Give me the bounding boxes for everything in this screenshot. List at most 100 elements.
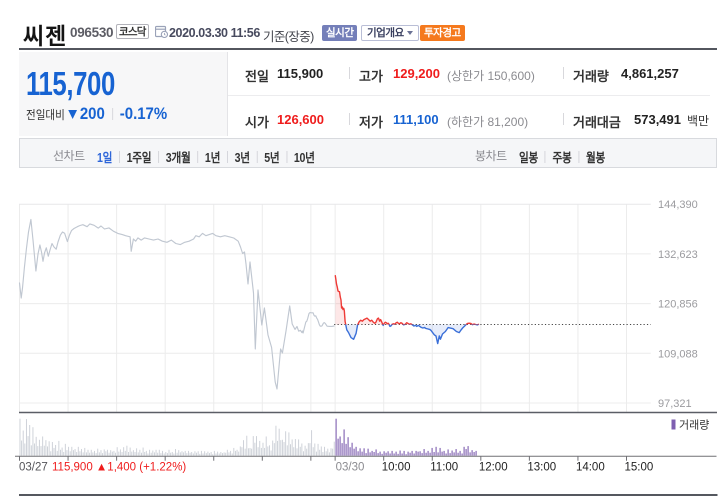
volume-bar (425, 452, 427, 456)
company-overview-label: 기업개요 (367, 27, 404, 39)
volume-bar (439, 447, 441, 456)
tab-line-10년[interactable]: 10년 (293, 151, 315, 165)
volume-bar-prev (61, 447, 63, 456)
volume-bar-prev (132, 450, 134, 456)
volume-bar-prev (71, 446, 73, 456)
volume-bar-prev (312, 447, 314, 456)
volume-bar-prev (173, 453, 175, 456)
volume-bar-prev (163, 453, 165, 456)
volume-bar (451, 450, 453, 456)
price-chart[interactable]: 144,390 132,623 120,856 109,088 97,321 03/27 1… (0, 170, 718, 498)
volume-bar-prev (231, 453, 233, 456)
volume-bar-prev (81, 449, 83, 456)
volume-bar-prev (220, 452, 222, 456)
tab-line-3개월[interactable]: 3개월 (165, 151, 191, 165)
time-label: 10:00 (382, 462, 411, 474)
volume-bar-prev (134, 452, 136, 456)
volume-bar-prev (178, 450, 180, 456)
tab-line-5년[interactable]: 5년 (264, 151, 280, 165)
low-label: 저가 (359, 115, 383, 130)
volume-bar-prev (196, 452, 198, 456)
tab-candle-월봉[interactable]: 월봉 (585, 151, 606, 165)
volume-bar-prev (241, 447, 243, 456)
volume-bar-prev (102, 453, 104, 456)
prev-day-summary-label: 115,900 ▲1,400 (+1.22%) (52, 462, 186, 474)
volume-bar-prev (74, 449, 76, 456)
volume-bar (345, 443, 347, 456)
volume-bar-prev (264, 447, 266, 456)
volume-bar-prev (202, 453, 204, 456)
volume-bar (463, 446, 465, 456)
volume-bar-prev (319, 449, 321, 456)
volume-bar (337, 438, 339, 456)
volume-bar-prev (51, 442, 53, 456)
volume-bar-prev (85, 452, 87, 456)
volume-bar-prev (191, 452, 193, 456)
time-label: 14:00 (576, 462, 605, 474)
volume-bar-prev (199, 453, 201, 456)
tab-separator (544, 150, 546, 163)
volume-bar-prev (314, 443, 316, 456)
high-label: 고가 (359, 69, 383, 84)
tab-line-1년[interactable]: 1년 (204, 151, 221, 165)
volume-bar-prev (213, 450, 215, 456)
volume-bar-prev (260, 447, 262, 456)
volume-value: 4,861,257 (621, 66, 679, 81)
high-value: 129,200 (393, 66, 440, 81)
volume-bar-prev (139, 449, 141, 456)
volume-bar-prev (197, 451, 199, 456)
volume-bar-prev (72, 450, 74, 456)
volume-bar-prev (290, 444, 291, 456)
volume-bar (435, 446, 437, 456)
volume-bar-prev (42, 436, 44, 456)
tab-line-1주일[interactable]: 1주일 (126, 151, 152, 165)
volume-bar (385, 452, 387, 456)
volume-bar-prev (144, 452, 146, 456)
change-percent: -0.17% (119, 104, 168, 123)
company-overview-button[interactable]: 기업개요 (361, 25, 419, 41)
tab-separator (226, 150, 228, 163)
volume-bar-prev (30, 445, 32, 456)
volume-bar-prev (243, 440, 245, 456)
volume-bar (443, 450, 445, 456)
volume-bar-prev (249, 447, 251, 456)
volume-bar-prev (265, 436, 267, 456)
volume-bar-prev (328, 452, 330, 456)
volume-bar-prev (280, 440, 282, 456)
amount-unit: 백만 (687, 114, 710, 128)
volume-bar-prev (35, 436, 37, 456)
volume-bar-prev (97, 448, 99, 456)
tab-candle-주봉[interactable]: 주봉 (552, 151, 572, 165)
volume-bar-prev (222, 453, 223, 456)
volume-bar-prev (252, 436, 254, 456)
tab-line-1일[interactable]: 1일 (97, 151, 113, 165)
volume-bar-prev (176, 452, 178, 456)
volume-bar-prev (267, 446, 269, 456)
volume-bar-prev (129, 447, 131, 456)
volume-bar-prev (320, 446, 322, 456)
volume-bar-prev (186, 453, 188, 456)
stock-code: 096530 (70, 24, 114, 40)
time-label: 13:00 (527, 462, 556, 474)
upper-limit: (상한가 150,600) (447, 69, 535, 83)
volume-bar-prev (244, 448, 246, 456)
divider (563, 67, 564, 79)
volume-bar-prev (22, 430, 24, 456)
volume-bar (409, 452, 411, 456)
time-label: 15:00 (625, 462, 654, 474)
tab-line-3년[interactable]: 3년 (234, 151, 250, 165)
tab-separator (197, 150, 199, 163)
candle-chart-group-label: 봉차트 (475, 149, 507, 163)
open-label: 시가 (245, 115, 269, 130)
quote-datetime: 2020.03.30 11:56 (169, 26, 260, 40)
chevron-down-icon (406, 31, 413, 35)
volume-bar (357, 451, 359, 456)
tab-candle-일봉[interactable]: 일봉 (519, 151, 539, 165)
volume-bar-prev (84, 447, 86, 456)
candle-period-tabs: 일봉 주봉 월봉 (519, 147, 605, 166)
volume-bar-prev (189, 452, 191, 456)
volume-bar (383, 451, 385, 456)
volume-bar-prev (141, 452, 142, 456)
today-area-below-close (345, 324, 479, 344)
volume-bar-prev (307, 443, 309, 456)
